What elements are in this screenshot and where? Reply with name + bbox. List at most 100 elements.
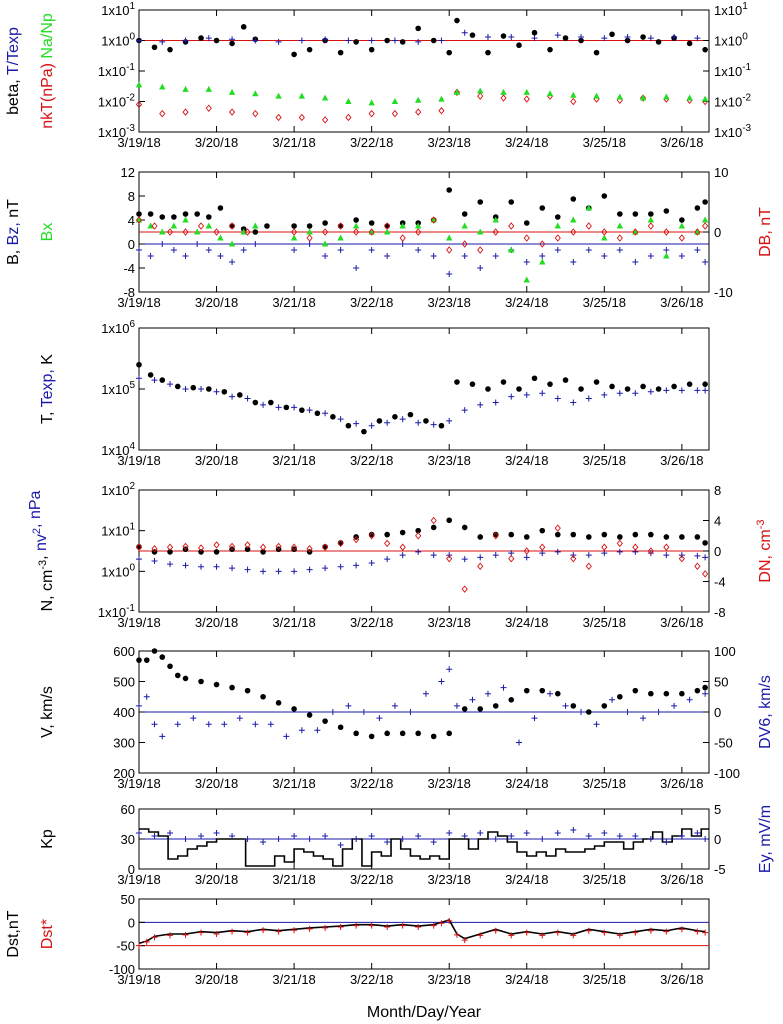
data-point [167,932,174,939]
data-point [477,554,484,561]
data-point [190,715,197,722]
data-point [213,37,220,44]
data-point [617,211,623,217]
data-point [291,404,298,411]
data-point [213,549,220,555]
data-point [508,222,515,230]
data-point [198,35,204,41]
panel-frame [138,9,710,133]
data-point [570,91,577,98]
data-point [477,562,484,570]
data-point [601,531,608,538]
data-point [678,387,685,394]
data-point [694,247,701,253]
data-point [601,35,608,42]
data-point [194,211,200,217]
data-point [678,234,685,242]
data-point [329,709,336,715]
x-tick-label: 3/26/18 [660,615,703,630]
data-point [384,556,391,563]
data-point [539,932,546,939]
x-tick-label: 3/25/18 [583,615,626,630]
data-point [632,211,639,217]
data-point [609,696,616,703]
data-point [647,35,654,42]
series-Na/Np [135,81,709,106]
data-point [244,395,251,402]
data-point [291,833,298,839]
data-point [291,927,298,934]
series-N [136,517,708,555]
data-point [368,247,375,253]
data-point [531,35,538,42]
data-point [639,94,647,102]
data-point [601,193,608,199]
data-point [240,24,247,30]
data-point [174,383,181,390]
y-tick-label-right: 1x10-3 [714,123,752,140]
data-point [609,31,615,38]
data-point [616,932,623,939]
data-point [384,37,390,44]
data-point [461,253,468,259]
data-point [492,927,499,934]
data-point [383,228,391,235]
data-point [337,539,344,548]
y-tick-label-right: 0 [714,705,721,720]
data-point [477,830,484,836]
data-point [159,377,166,383]
y-tick-label-left: -100 [109,962,135,977]
data-point [446,49,453,56]
data-point [353,39,359,45]
data-point [570,216,577,223]
data-point [368,46,375,53]
x-tick-label: 3/19/18 [117,972,160,987]
data-point [648,531,654,538]
x-tick-label: 3/21/18 [272,615,315,630]
data-point [570,228,577,236]
data-point [135,81,143,88]
data-point [624,37,631,44]
data-point [368,99,375,106]
data-point [147,253,154,259]
data-point [663,839,670,845]
data-point [167,830,174,836]
x-tick-label: 3/24/18 [505,972,548,987]
y-tick-label-left: 400 [113,705,135,720]
data-point [663,252,670,259]
data-point [399,922,406,929]
data-point [244,836,251,842]
data-point [229,40,235,47]
data-point [702,554,709,561]
data-point [616,222,624,229]
data-point [244,541,251,549]
data-point [554,247,561,253]
data-point [554,214,561,220]
data-point [322,220,328,226]
data-point [391,109,399,118]
data-point [485,49,491,56]
y-tick-label-right: -10 [714,285,733,300]
data-point [306,566,313,573]
data-point [198,678,204,685]
y-tick-label-left: 50 [121,892,135,907]
data-point [686,381,693,387]
data-point [151,44,158,51]
data-point [647,550,654,557]
data-point [384,730,390,737]
data-point [205,104,212,112]
data-point [477,92,484,100]
data-point [135,216,143,224]
data-point [306,234,313,242]
y-tick-label-right: -8 [714,605,726,620]
y-tick-label-left: 1x101 [101,522,135,539]
data-point [260,568,267,575]
data-point [523,547,530,555]
data-point [392,414,398,420]
x-tick-label: 3/24/18 [505,295,548,310]
data-point [438,422,445,429]
x-tick-label: 3/26/18 [660,776,703,791]
data-point [170,247,177,253]
data-point [523,687,530,694]
data-point [415,527,421,534]
